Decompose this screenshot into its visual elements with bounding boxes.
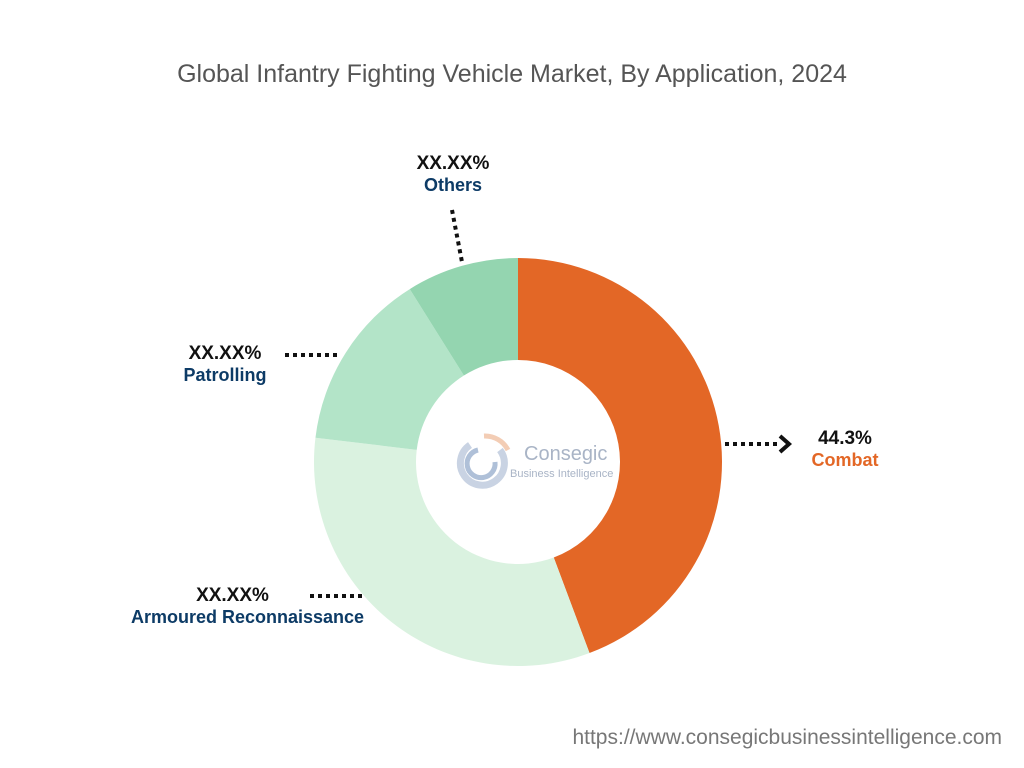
slice-armoured-reconnaissance: [314, 437, 590, 666]
category-label: Combat: [811, 450, 879, 470]
arrow-head-combat: [778, 434, 793, 454]
leader-line-others: [450, 209, 464, 263]
label-armoured: XX.XX% Armoured Reconnaissance: [110, 585, 385, 628]
slice-combat: [518, 258, 722, 654]
value-label: XX.XX%: [196, 585, 269, 606]
value-label: XX.XX%: [416, 153, 490, 174]
logo-tagline: Business Intelligence: [510, 468, 613, 480]
value-label: XX.XX%: [188, 343, 262, 364]
logo-icon: [456, 442, 508, 489]
slice-patrolling: [315, 289, 464, 450]
category-label: Armoured Reconnaissance: [130, 607, 365, 627]
label-others: XX.XX% Others: [408, 153, 498, 196]
value-label: 44.3%: [818, 428, 872, 449]
label-patrolling: XX.XX% Patrolling: [170, 343, 280, 386]
logo-name: Consegic: [524, 443, 607, 465]
chart-title: Global Infantry Fighting Vehicle Market,…: [177, 60, 847, 88]
footer-url[interactable]: https://www.consegicbusinessintelligence…: [572, 726, 1002, 749]
category-label: Others: [423, 175, 483, 195]
label-combat: 44.3% Combat: [800, 428, 890, 471]
slice-others: [409, 258, 518, 376]
category-label: Patrolling: [183, 365, 267, 385]
logo: Consegic Business Intelligence: [456, 433, 613, 489]
